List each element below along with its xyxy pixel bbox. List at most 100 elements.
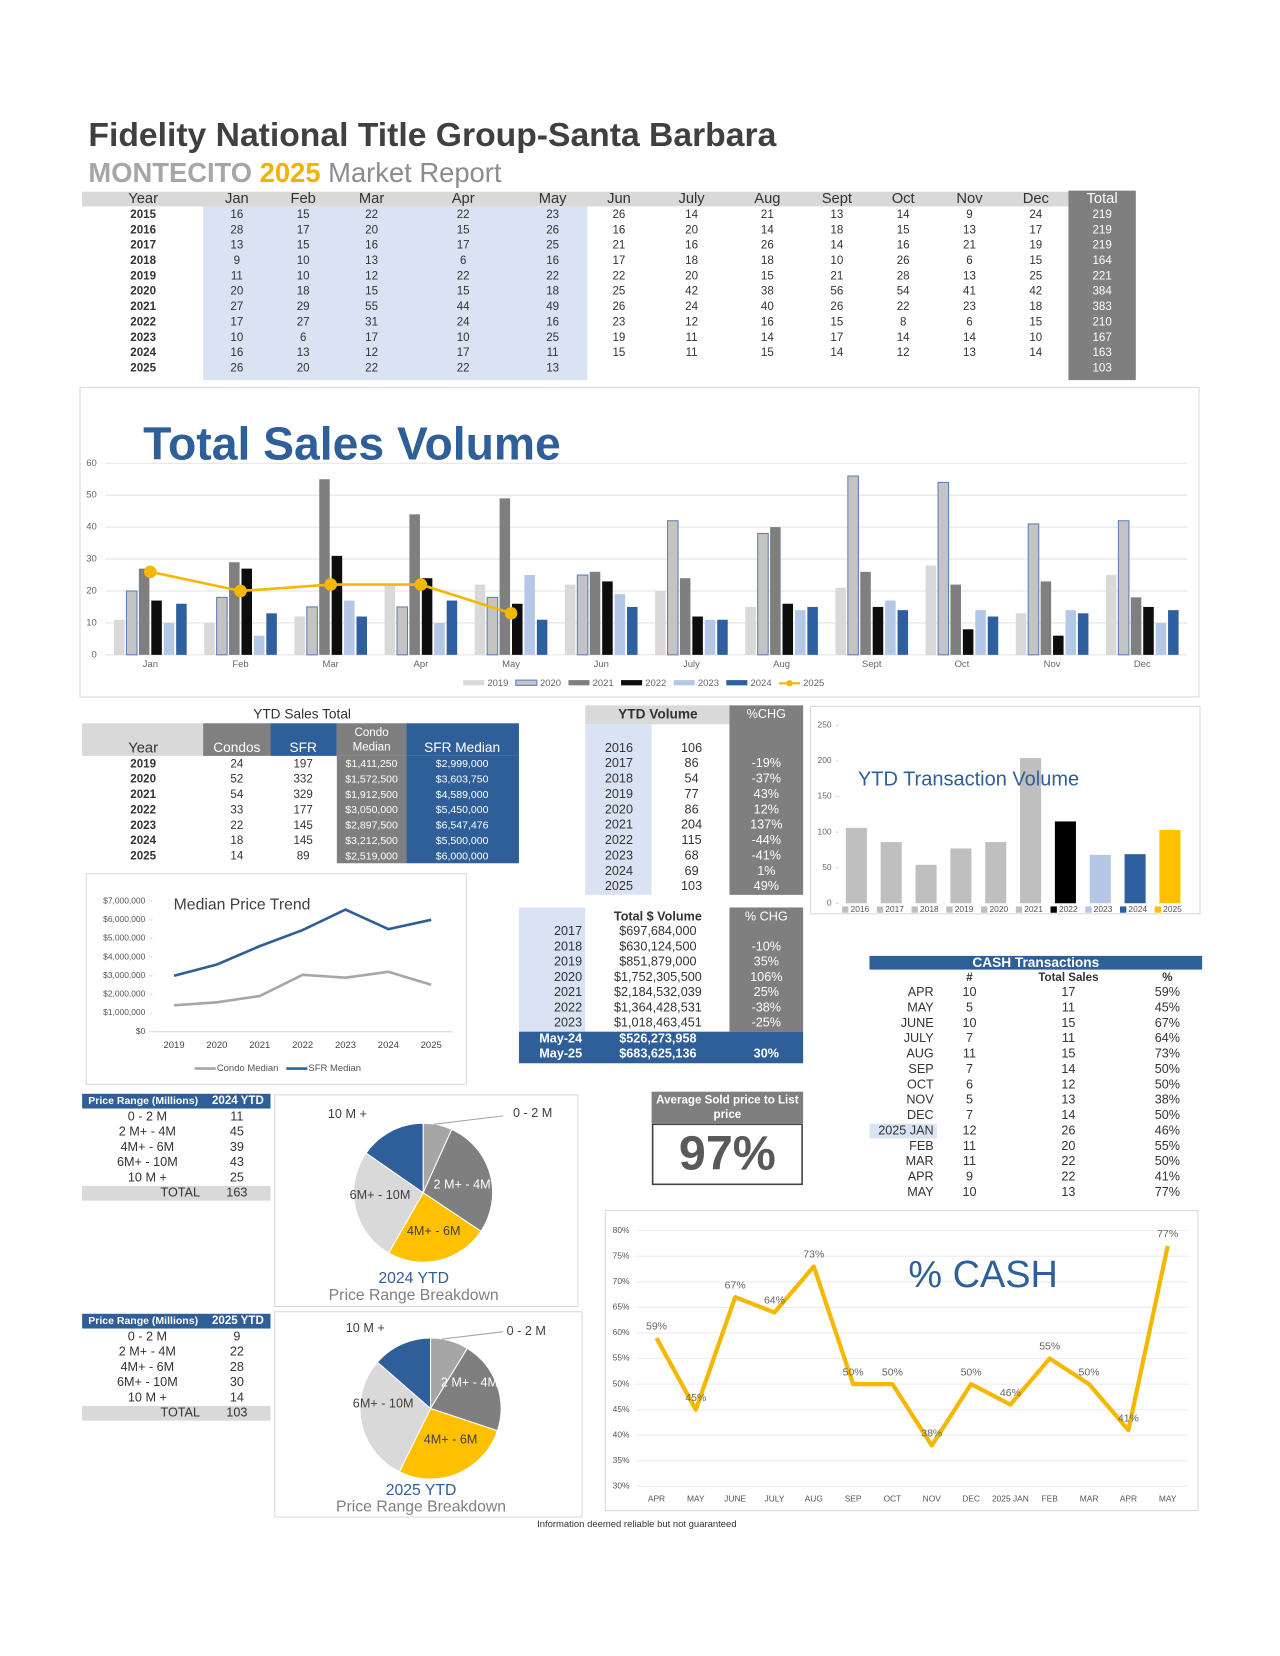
legend-label: 2017 — [885, 904, 904, 914]
cell: 22 — [1061, 1170, 1075, 1184]
legend-swatch — [621, 680, 643, 686]
y-tick-label: 45% — [613, 1404, 630, 1414]
cell: 73% — [1155, 1047, 1180, 1061]
cell: 18 — [685, 255, 698, 267]
cell: MAR — [906, 1154, 934, 1168]
cell: $2,999,000 — [436, 758, 489, 770]
cell: 14 — [1061, 1062, 1075, 1076]
avg-sold-label: Average Sold price to List price — [656, 1093, 799, 1122]
cell: 13 — [830, 209, 843, 221]
cell: 2022 — [605, 833, 633, 847]
x-tick-label: APR — [1120, 1493, 1137, 1503]
row-year: 2023 — [130, 332, 156, 344]
bar — [229, 562, 240, 655]
cell: FEB — [909, 1139, 934, 1153]
cell: 19 — [613, 332, 626, 344]
year: 2025 — [260, 157, 321, 188]
cell: 13 — [963, 270, 976, 282]
y-tick-label: 0 — [92, 649, 97, 660]
bar — [446, 600, 458, 655]
cell: 14 — [685, 209, 698, 221]
legend-label: Condo Median — [217, 1063, 279, 1074]
cell: 21 — [613, 240, 626, 252]
cell: 2019 — [554, 955, 582, 969]
header-cell — [406, 723, 519, 756]
bar — [306, 606, 318, 656]
bar — [524, 575, 535, 655]
cell: 29 — [297, 301, 310, 313]
cell: 59% — [1155, 985, 1180, 999]
cell: 332 — [294, 774, 313, 786]
cell: SEP — [908, 1062, 933, 1076]
bar — [950, 848, 972, 904]
cell: 25 — [1029, 270, 1042, 282]
cell: 16 — [230, 209, 243, 221]
bar — [1155, 622, 1167, 655]
x-tick-label: 2020 — [206, 1040, 227, 1051]
cell: 18 — [297, 286, 310, 298]
report-subtitle: MONTECITO 2025 Market Report — [88, 157, 501, 188]
cell: 11 — [686, 347, 698, 359]
bar — [835, 587, 846, 655]
chart-title: Median Price Trend — [174, 897, 311, 914]
x-tick-label: Oct — [955, 659, 970, 670]
cell: 2024 — [605, 864, 633, 878]
cell: 54 — [897, 286, 910, 298]
cell: 10 — [457, 332, 470, 344]
cell: -41% — [752, 848, 781, 862]
cell: 30 — [230, 1375, 244, 1389]
chart-title: % CASH — [908, 1254, 1057, 1296]
cell: 15 — [897, 224, 910, 236]
cell: 14 — [761, 332, 774, 344]
point — [234, 584, 247, 598]
bar — [396, 606, 409, 656]
x-tick-label: DEC — [962, 1493, 980, 1503]
column-header: Feb — [290, 191, 315, 207]
cell: 17 — [457, 240, 470, 252]
legend-swatch — [786, 680, 793, 687]
bar — [627, 606, 638, 655]
cell: 15 — [1029, 316, 1042, 328]
cell: 22 — [365, 363, 378, 375]
total-value: 163 — [226, 1186, 247, 1200]
data-label: 59% — [646, 1320, 667, 1332]
slice-label: 6M+ - 10M — [353, 1397, 414, 1411]
cell: 12% — [754, 802, 779, 816]
row-total: 164 — [1092, 255, 1112, 267]
report-title: Fidelity National Title Group-Santa Barb… — [88, 117, 776, 154]
row-total: 167 — [1092, 332, 1111, 344]
cell: 2024 — [130, 835, 156, 847]
legend-swatch — [981, 906, 988, 913]
total-value: 103 — [226, 1406, 247, 1420]
legend-label: 2016 — [851, 904, 870, 914]
cell: 2 M+ - 4M — [119, 1125, 176, 1139]
row-year: 2021 — [130, 301, 156, 313]
legend-swatch — [1085, 906, 1092, 913]
cell: 24 — [457, 316, 470, 328]
column-band — [729, 907, 804, 1032]
row-year: 2017 — [130, 240, 156, 252]
cell: 177 — [294, 804, 313, 816]
bar — [1124, 854, 1146, 904]
cell: $1,912,500 — [345, 789, 398, 801]
y-tick-label: $4,000,000 — [103, 951, 145, 961]
cell: 18 — [1029, 301, 1042, 313]
bar — [885, 600, 896, 655]
cell: 26 — [761, 240, 774, 252]
leader-line — [442, 1331, 504, 1340]
cell: -19% — [752, 756, 781, 770]
cell: 67% — [1155, 1016, 1180, 1030]
cell: 14 — [1029, 347, 1042, 359]
bar — [138, 568, 150, 655]
cell: 2018 — [605, 772, 633, 786]
cell: APR — [908, 1170, 934, 1184]
column-header: 2025 YTD — [212, 1315, 264, 1327]
legend-label: 2020 — [989, 904, 1008, 914]
bar — [925, 565, 937, 655]
table-title: CASH Transactions — [972, 955, 1099, 970]
bar — [253, 635, 265, 655]
x-tick-label: MAR — [1080, 1493, 1099, 1503]
slice-label: 4M+ - 6M — [407, 1224, 461, 1238]
cell: 17 — [1061, 985, 1075, 999]
cell: 10 M + — [128, 1390, 167, 1404]
